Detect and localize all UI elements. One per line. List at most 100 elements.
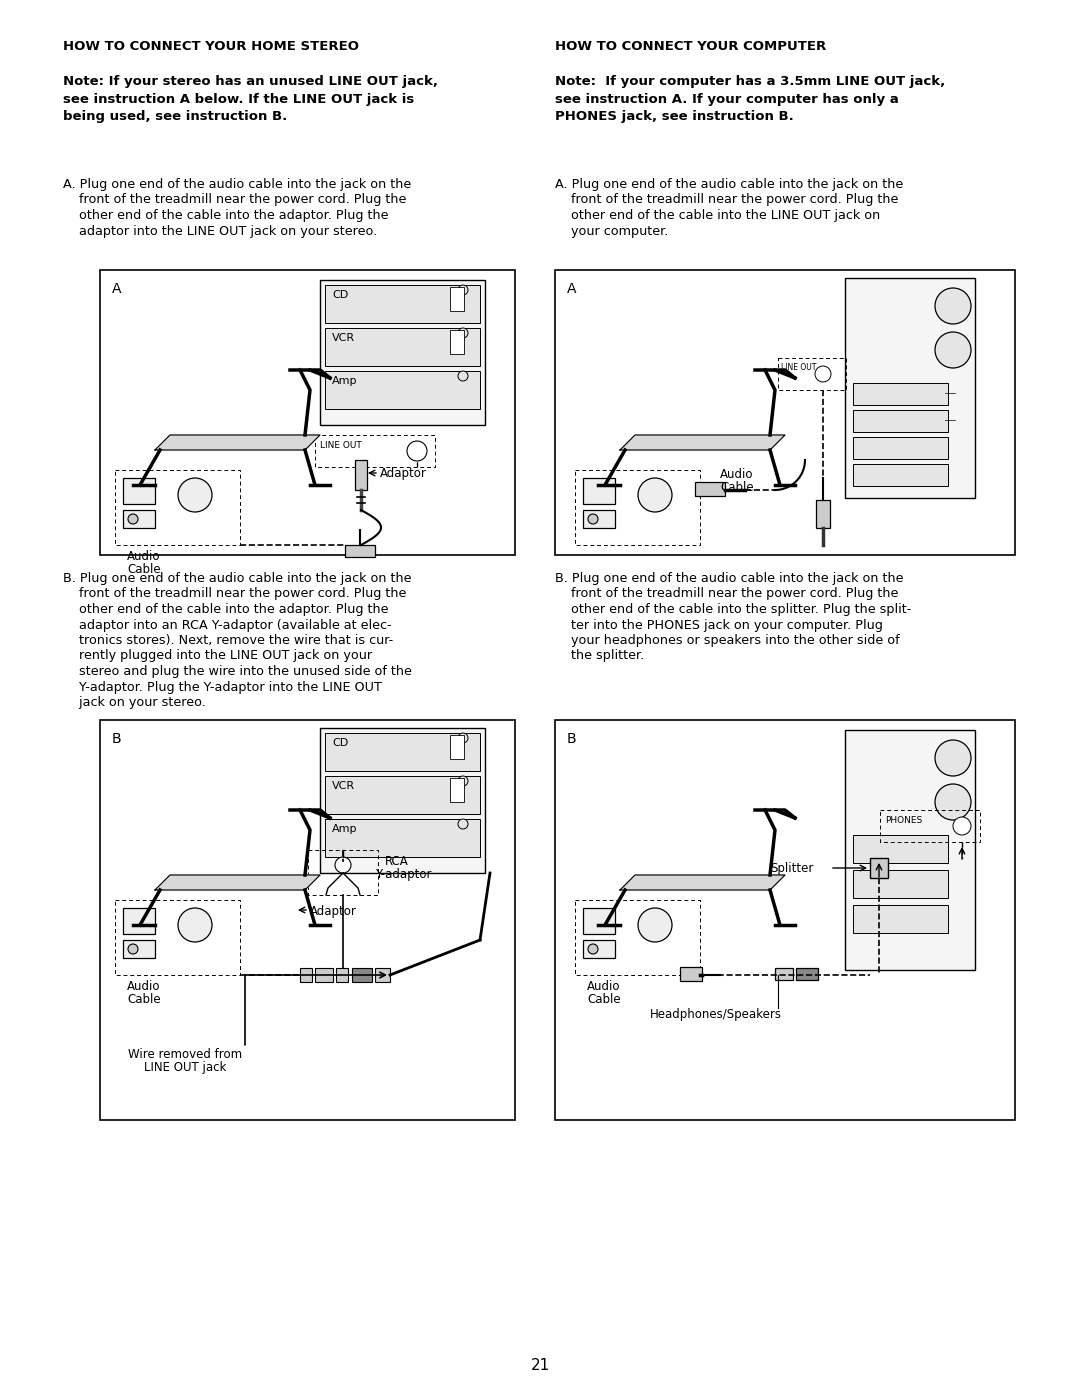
Bar [315,968,333,982]
Text: other end of the cable into the adaptor. Plug the: other end of the cable into the adaptor.… [63,604,389,616]
Bar [315,434,435,467]
Text: HOW TO CONNECT YOUR HOME STEREO: HOW TO CONNECT YOUR HOME STEREO [63,41,359,53]
Text: B. Plug one end of the audio cable into the jack on the: B. Plug one end of the audio cable into … [63,571,411,585]
Circle shape [588,514,598,524]
Bar [123,940,156,958]
Text: 21: 21 [530,1358,550,1373]
Text: Note: If your stereo has an unused LINE OUT jack,
see instruction A below. If th: Note: If your stereo has an unused LINE … [63,75,438,123]
Polygon shape [620,875,785,890]
Circle shape [638,478,672,511]
Bar [375,968,390,982]
Bar [123,908,156,935]
Bar [320,728,485,873]
Circle shape [178,478,212,511]
Circle shape [458,733,468,743]
Bar [325,372,480,409]
Bar [325,775,480,814]
Bar [696,482,725,496]
Text: LINE OUT: LINE OUT [781,363,816,372]
Bar [336,968,348,982]
Circle shape [458,775,468,787]
Bar [575,469,700,545]
Bar [450,286,464,312]
Text: other end of the cable into the LINE OUT jack on: other end of the cable into the LINE OUT… [555,210,880,222]
Bar [680,967,702,981]
Polygon shape [156,434,320,450]
Bar [325,819,480,856]
Bar [300,968,312,982]
Text: CD: CD [332,291,348,300]
Bar [320,279,485,425]
Bar [325,733,480,771]
Bar [853,437,948,460]
Bar [870,858,888,877]
Text: Headphones/Speakers: Headphones/Speakers [650,1009,782,1021]
Bar [816,500,831,528]
Text: LINE OUT jack: LINE OUT jack [144,1060,226,1074]
Bar [308,849,378,895]
Text: Amp: Amp [332,376,357,386]
Bar [853,409,948,432]
Bar [100,719,515,1120]
Text: LINE OUT: LINE OUT [320,441,362,450]
Text: Audio: Audio [127,550,161,563]
Bar [778,358,846,390]
Text: Audio: Audio [127,981,161,993]
Circle shape [815,366,831,381]
Bar [575,900,700,975]
Text: Splitter: Splitter [770,862,813,875]
Text: Cable: Cable [127,563,161,576]
Text: A. Plug one end of the audio cable into the jack on the: A. Plug one end of the audio cable into … [555,177,903,191]
Bar [853,835,948,863]
Text: Wire removed from: Wire removed from [127,1048,242,1060]
Bar [100,270,515,555]
Text: Y-adaptor. Plug the Y-adaptor into the LINE OUT: Y-adaptor. Plug the Y-adaptor into the L… [63,680,382,693]
Text: Cable: Cable [127,993,161,1006]
Circle shape [935,332,971,367]
Polygon shape [156,875,320,890]
Bar [583,940,615,958]
Bar [583,510,615,528]
Text: Audio: Audio [720,468,754,481]
Text: Note:  If your computer has a 3.5mm LINE OUT jack,
see instruction A. If your co: Note: If your computer has a 3.5mm LINE … [555,75,945,123]
Bar [845,278,975,497]
Text: PHONES: PHONES [885,816,922,826]
Bar [853,870,948,898]
Text: ter into the PHONES jack on your computer. Plug: ter into the PHONES jack on your compute… [555,619,882,631]
Circle shape [458,328,468,338]
Text: other end of the cable into the adaptor. Plug the: other end of the cable into the adaptor.… [63,210,389,222]
Bar [583,478,615,504]
Text: adaptor into the LINE OUT jack on your stereo.: adaptor into the LINE OUT jack on your s… [63,225,377,237]
Circle shape [458,285,468,295]
Circle shape [129,944,138,954]
Text: A. Plug one end of the audio cable into the jack on the: A. Plug one end of the audio cable into … [63,177,411,191]
Polygon shape [620,434,785,450]
Text: VCR: VCR [332,781,355,791]
Text: rently plugged into the LINE OUT jack on your: rently plugged into the LINE OUT jack on… [63,650,373,662]
Text: front of the treadmill near the power cord. Plug the: front of the treadmill near the power co… [63,588,406,601]
Circle shape [458,819,468,828]
Text: Amp: Amp [332,824,357,834]
Text: your headphones or speakers into the other side of: your headphones or speakers into the oth… [555,634,900,647]
Text: Adaptor: Adaptor [380,467,427,481]
Circle shape [335,856,351,873]
Bar [325,328,480,366]
Circle shape [129,514,138,524]
Text: your computer.: your computer. [555,225,669,237]
Bar [352,968,372,982]
Bar [450,778,464,802]
Text: RCA: RCA [384,855,408,868]
Text: B: B [567,732,577,746]
Text: the splitter.: the splitter. [555,650,645,662]
Circle shape [588,944,598,954]
Bar [853,905,948,933]
Text: front of the treadmill near the power cord. Plug the: front of the treadmill near the power co… [63,194,406,207]
Circle shape [638,908,672,942]
Bar [450,330,464,353]
Circle shape [935,740,971,775]
Text: Audio: Audio [588,981,621,993]
Bar [583,908,615,935]
Text: front of the treadmill near the power cord. Plug the: front of the treadmill near the power co… [555,588,899,601]
Text: Cable: Cable [720,481,754,495]
Text: B: B [112,732,122,746]
